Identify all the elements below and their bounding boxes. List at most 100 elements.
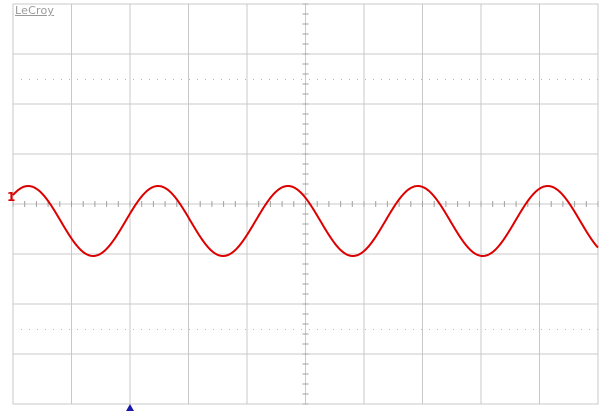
- grid-dot: [189, 329, 190, 330]
- grid-dot: [357, 329, 358, 330]
- grid-dot: [45, 329, 46, 330]
- grid-dot: [517, 329, 518, 330]
- grid-dot: [589, 79, 590, 80]
- grid-dot: [85, 329, 86, 330]
- grid-dot: [253, 79, 254, 80]
- grid-dot: [477, 79, 478, 80]
- grid-dot: [469, 329, 470, 330]
- grid-dot: [21, 329, 22, 330]
- grid-dot: [285, 329, 286, 330]
- grid-dot: [597, 329, 598, 330]
- grid-dot: [213, 79, 214, 80]
- grid-dot: [189, 79, 190, 80]
- grid-dot: [341, 79, 342, 80]
- grid-dot: [245, 79, 246, 80]
- grid-dot: [117, 329, 118, 330]
- grid-dot: [309, 79, 310, 80]
- grid-dot: [349, 79, 350, 80]
- grid-dot: [581, 79, 582, 80]
- grid-dot: [453, 79, 454, 80]
- grid-dot: [117, 79, 118, 80]
- grid-dot: [325, 329, 326, 330]
- grid-dot: [149, 79, 150, 80]
- grid-dot: [293, 79, 294, 80]
- grid-dot: [445, 329, 446, 330]
- grid-dot: [421, 329, 422, 330]
- grid-dot: [165, 329, 166, 330]
- grid-dot: [237, 329, 238, 330]
- grid-dot: [269, 329, 270, 330]
- grid-dot: [45, 79, 46, 80]
- grid-dot: [533, 79, 534, 80]
- grid-dot: [429, 79, 430, 80]
- grid-dot: [381, 79, 382, 80]
- grid-dot: [213, 329, 214, 330]
- grid-dot: [285, 79, 286, 80]
- grid-dot: [389, 329, 390, 330]
- grid-dot: [149, 329, 150, 330]
- grid-dot: [37, 79, 38, 80]
- grid-dot: [373, 79, 374, 80]
- grid-dot: [141, 329, 142, 330]
- grid-dot: [549, 329, 550, 330]
- grid-dot: [437, 79, 438, 80]
- grid-dot: [429, 329, 430, 330]
- grid-dot: [557, 79, 558, 80]
- grid-dot: [301, 329, 302, 330]
- grid-dot: [181, 329, 182, 330]
- grid-dot: [389, 79, 390, 80]
- grid-dot: [541, 329, 542, 330]
- grid-dot: [493, 329, 494, 330]
- grid-dot: [589, 329, 590, 330]
- grid-dot: [245, 329, 246, 330]
- grid-dot: [525, 329, 526, 330]
- grid-dot: [61, 329, 62, 330]
- grid-dot: [437, 329, 438, 330]
- grid-dot: [53, 329, 54, 330]
- grid-dot: [565, 329, 566, 330]
- grid-dot: [565, 79, 566, 80]
- grid-dot: [461, 79, 462, 80]
- grid-dot: [597, 79, 598, 80]
- grid-dot: [581, 329, 582, 330]
- grid-dot: [77, 79, 78, 80]
- grid-dot: [157, 329, 158, 330]
- grid-dot: [485, 329, 486, 330]
- grid-dot: [269, 79, 270, 80]
- grid-dot: [453, 329, 454, 330]
- graticule-dots: [21, 79, 598, 330]
- grid-dot: [333, 79, 334, 80]
- grid-dot: [509, 329, 510, 330]
- grid-dot: [301, 79, 302, 80]
- channel-1-trace: [12, 184, 599, 258]
- grid-dot: [309, 329, 310, 330]
- grid-dot: [69, 329, 70, 330]
- grid-dot: [229, 329, 230, 330]
- grid-dot: [125, 79, 126, 80]
- grid-dot: [397, 79, 398, 80]
- grid-dot: [341, 329, 342, 330]
- grid-dot: [133, 329, 134, 330]
- grid-dot: [229, 79, 230, 80]
- grid-dot: [333, 329, 334, 330]
- grid-dot: [29, 79, 30, 80]
- brand-logo: LeCroy: [15, 4, 55, 17]
- grid-dot: [365, 79, 366, 80]
- grid-dot: [165, 79, 166, 80]
- grid-dot: [317, 329, 318, 330]
- grid-dot: [205, 79, 206, 80]
- graticule-center-ticks: [12, 3, 599, 405]
- grid-dot: [573, 329, 574, 330]
- grid-dot: [173, 329, 174, 330]
- grid-dot: [517, 79, 518, 80]
- grid-dot: [325, 79, 326, 80]
- grid-dot: [413, 329, 414, 330]
- grid-dot: [69, 79, 70, 80]
- grid-dot: [493, 79, 494, 80]
- grid-dot: [237, 79, 238, 80]
- grid-dot: [469, 79, 470, 80]
- grid-dot: [101, 79, 102, 80]
- grid-dot: [109, 329, 110, 330]
- grid-dot: [573, 79, 574, 80]
- grid-dot: [21, 79, 22, 80]
